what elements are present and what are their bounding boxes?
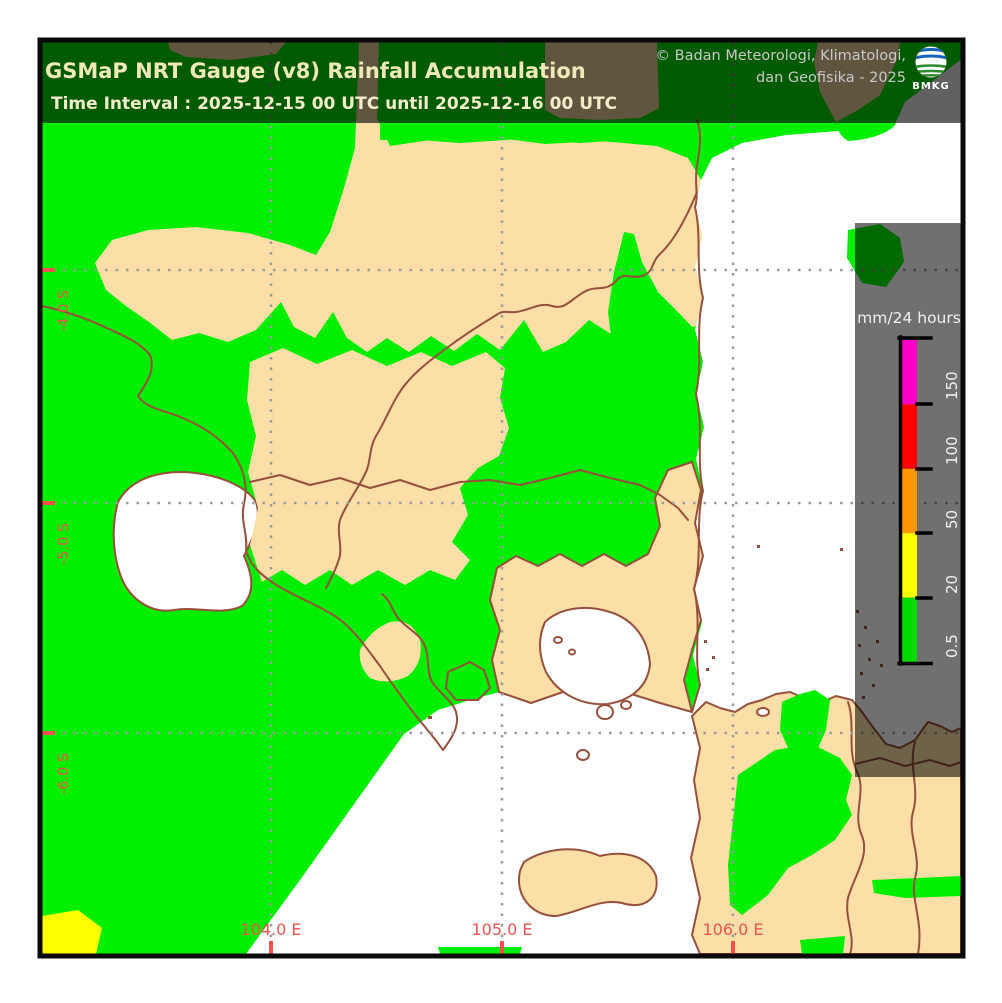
map-frame bbox=[37, 37, 966, 959]
land-top-center bbox=[95, 42, 703, 352]
bmkg-logo-text: BMKG bbox=[912, 81, 950, 92]
legend-swatch-0.5-20 bbox=[902, 597, 917, 662]
bmkg-logo-circle bbox=[915, 46, 947, 78]
boundary-java-1 bbox=[846, 701, 866, 955]
legend-swatch-50-100 bbox=[902, 468, 917, 534]
legend-tick-20: 20 bbox=[943, 575, 961, 594]
legend-tick-150: 150 bbox=[943, 371, 961, 400]
legend-unit-label: mm/24 hours bbox=[857, 309, 961, 327]
boundary-east-west bbox=[249, 469, 689, 521]
legend-tick-50: 50 bbox=[943, 510, 961, 529]
boundary-java-2 bbox=[910, 741, 921, 955]
page-title: GSMaP NRT Gauge (v8) Rainfall Accumulati… bbox=[45, 59, 586, 83]
legend-swatch-20-50 bbox=[902, 533, 917, 598]
land-central-tongue bbox=[359, 621, 421, 682]
bay-white-peninsula bbox=[538, 606, 651, 706]
rain-java-south bbox=[800, 936, 845, 954]
copyright-line-1: © Badan Meteorologi, Klimatologi, bbox=[656, 48, 906, 64]
boundary-tip-loop bbox=[381, 593, 458, 751]
legend-tick-100: 100 bbox=[943, 436, 961, 465]
lat-label-4s-text: -4.0 S bbox=[56, 290, 72, 332]
header-overlay bbox=[40, 40, 963, 123]
lon-label-106: 106.0 E bbox=[703, 920, 764, 939]
legend-swatch-gt150 bbox=[902, 340, 917, 405]
lat-label-4s: -4.0 S bbox=[56, 290, 72, 332]
land-ujung-kulon bbox=[518, 848, 658, 917]
boundary-central bbox=[325, 313, 499, 589]
lat-label-6s-text: -6.0 S bbox=[56, 753, 72, 795]
rain-java-central bbox=[728, 744, 852, 915]
land-central bbox=[247, 348, 509, 585]
lat-label-5s: -5.0 S bbox=[56, 523, 72, 565]
legend-swatch-100-150 bbox=[902, 404, 917, 469]
lon-label-106-text: 106.0 E bbox=[703, 920, 764, 939]
rain-strip-under-header bbox=[380, 122, 690, 143]
island-sangiang bbox=[756, 707, 770, 717]
time-interval-label: Time Interval : 2025-12-15 00 UTC until … bbox=[51, 94, 617, 114]
legend-colorbar-frame bbox=[897, 335, 933, 666]
legend-tick-0.5: 0.5 bbox=[943, 634, 961, 658]
coastline-east bbox=[691, 119, 704, 713]
bay-white-west bbox=[112, 471, 259, 612]
island-small-4 bbox=[568, 648, 576, 656]
lat-label-6s: -6.0 S bbox=[56, 753, 72, 795]
rain-moderate-southwest bbox=[42, 910, 102, 954]
island-small-1 bbox=[620, 700, 632, 710]
lon-label-105-text: 105.0 E bbox=[472, 920, 533, 939]
lon-label-104-text: 104.0 E bbox=[241, 920, 302, 939]
rain-bottom-strip bbox=[438, 947, 522, 954]
island-krakatau bbox=[596, 704, 614, 720]
bmkg-logo: BMKG bbox=[912, 46, 950, 92]
lon-label-104: 104.0 E bbox=[241, 920, 302, 939]
boundary-northeast bbox=[497, 191, 698, 315]
rain-java-east-strip bbox=[872, 876, 961, 898]
copyright-line-2: dan Geofisika - 2025 bbox=[756, 70, 906, 86]
island-small-2 bbox=[576, 749, 590, 761]
axis-tick-marks bbox=[42, 268, 735, 954]
rain-wedge-east bbox=[608, 232, 700, 370]
lon-label-105: 105.0 E bbox=[472, 920, 533, 939]
island-small-3 bbox=[553, 636, 563, 644]
rain-strip-northeast bbox=[837, 121, 896, 141]
lat-label-5s-text: -5.0 S bbox=[56, 523, 72, 565]
rain-island-sebesi bbox=[445, 661, 491, 701]
